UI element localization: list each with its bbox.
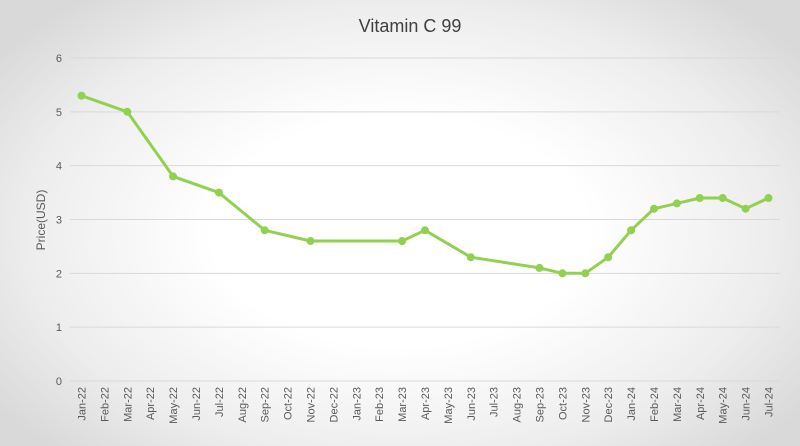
- data-point: [306, 237, 315, 245]
- y-tick-label: 2: [56, 268, 62, 280]
- data-point: [466, 253, 475, 262]
- x-tick-label: Mar-22: [122, 387, 134, 422]
- data-point: [77, 91, 86, 100]
- x-tick-label: Dec-23: [603, 387, 615, 422]
- x-tick-label: Jul-23: [489, 387, 501, 417]
- y-tick-label: 6: [56, 53, 62, 65]
- y-tick-label: 5: [56, 107, 62, 119]
- x-tick-label: Oct-22: [283, 387, 295, 420]
- data-point: [627, 226, 636, 235]
- x-tick-label: Aug-22: [237, 387, 249, 422]
- data-point: [421, 226, 429, 235]
- y-tick-label: 4: [56, 161, 62, 173]
- data-point: [535, 263, 544, 272]
- y-axis-label: Price(USD): [34, 190, 48, 251]
- x-tick-label: Jan-24: [626, 387, 638, 421]
- series-layer: [77, 91, 773, 278]
- data-point: [581, 269, 590, 278]
- x-tick-label: Dec-22: [328, 387, 340, 422]
- x-axis-ticks: Jan-22 Feb-22 Mar-22 Apr-22 May-22 Jun-22 Jul-…: [76, 387, 775, 424]
- x-tick-label: Sep-23: [535, 387, 547, 422]
- data-point: [695, 194, 704, 202]
- x-tick-label: May-22: [168, 387, 180, 424]
- x-tick-label: Jun-24: [741, 387, 753, 421]
- x-tick-label: Jan-22: [76, 387, 88, 421]
- x-tick-label: Feb-24: [649, 387, 661, 422]
- data-point: [169, 172, 178, 181]
- x-tick-label: Jan-23: [351, 387, 363, 421]
- x-tick-label: Jun-23: [466, 387, 478, 421]
- x-tick-label: Jul-24: [764, 387, 776, 417]
- y-tick-label: 0: [56, 376, 62, 388]
- data-point: [604, 253, 613, 262]
- x-tick-label: Apr-23: [420, 387, 432, 420]
- x-tick-label: May-24: [718, 387, 730, 424]
- chart-title: Vitamin C 99: [359, 16, 462, 36]
- data-point: [214, 188, 223, 197]
- data-point: [718, 194, 727, 202]
- y-tick-label: 1: [56, 322, 62, 334]
- x-tick-label: May-23: [443, 387, 455, 424]
- x-tick-label: Oct-23: [557, 387, 569, 420]
- x-tick-label: Jul-22: [214, 387, 226, 417]
- series-line: [80, 94, 770, 275]
- data-point: [123, 107, 132, 116]
- x-tick-label: Feb-22: [99, 387, 111, 422]
- data-point: [672, 199, 681, 208]
- x-tick-label: Feb-23: [374, 387, 386, 422]
- data-point: [260, 226, 269, 235]
- y-tick-label: 3: [56, 215, 62, 227]
- x-tick-label: Nov-23: [580, 387, 592, 422]
- y-axis-ticks: 0 1 2 3 4 5 6: [56, 53, 62, 388]
- data-point: [398, 237, 407, 245]
- gridlines: [70, 57, 780, 382]
- x-tick-label: Apr-24: [695, 387, 707, 420]
- x-tick-label: Sep-22: [260, 387, 272, 422]
- x-tick-label: Jun-22: [191, 387, 203, 421]
- x-tick-label: Aug-23: [512, 387, 524, 422]
- x-tick-label: Apr-22: [145, 387, 157, 420]
- data-point: [558, 269, 567, 278]
- x-tick-label: Mar-24: [672, 387, 684, 422]
- data-point: [764, 194, 773, 202]
- x-tick-label: Mar-23: [397, 387, 409, 422]
- data-point: [650, 204, 658, 213]
- data-point: [741, 204, 750, 213]
- x-tick-label: Nov-22: [305, 387, 317, 422]
